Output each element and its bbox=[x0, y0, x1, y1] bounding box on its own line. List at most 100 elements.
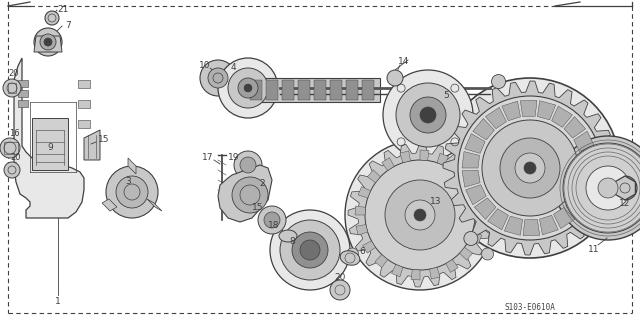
Circle shape bbox=[458, 96, 602, 240]
Polygon shape bbox=[469, 232, 482, 243]
Text: 12: 12 bbox=[620, 199, 630, 209]
Text: 4: 4 bbox=[230, 63, 236, 72]
Polygon shape bbox=[367, 170, 380, 183]
Polygon shape bbox=[552, 106, 572, 127]
Circle shape bbox=[234, 151, 262, 179]
Polygon shape bbox=[474, 215, 485, 224]
Polygon shape bbox=[465, 134, 485, 153]
Polygon shape bbox=[362, 80, 374, 100]
Circle shape bbox=[405, 200, 435, 230]
Polygon shape bbox=[218, 165, 272, 222]
Text: 6: 6 bbox=[359, 248, 365, 256]
Circle shape bbox=[586, 166, 630, 210]
Circle shape bbox=[346, 248, 358, 260]
Circle shape bbox=[232, 177, 268, 213]
Circle shape bbox=[40, 34, 56, 50]
Polygon shape bbox=[566, 196, 588, 218]
Polygon shape bbox=[472, 195, 484, 205]
Polygon shape bbox=[392, 264, 403, 277]
Circle shape bbox=[264, 212, 280, 228]
Circle shape bbox=[385, 180, 455, 250]
Text: 19: 19 bbox=[228, 152, 240, 161]
Text: 7: 7 bbox=[65, 21, 71, 31]
Polygon shape bbox=[564, 117, 586, 138]
Polygon shape bbox=[18, 90, 28, 97]
Polygon shape bbox=[462, 170, 480, 187]
Circle shape bbox=[492, 75, 506, 89]
Polygon shape bbox=[18, 80, 28, 87]
Text: 14: 14 bbox=[398, 57, 410, 66]
Polygon shape bbox=[429, 267, 440, 279]
Polygon shape bbox=[78, 120, 90, 128]
Polygon shape bbox=[363, 241, 376, 253]
Polygon shape bbox=[523, 219, 540, 236]
Polygon shape bbox=[465, 177, 477, 189]
Text: 9: 9 bbox=[47, 144, 53, 152]
Polygon shape bbox=[314, 80, 326, 100]
Text: 5: 5 bbox=[443, 91, 449, 100]
Ellipse shape bbox=[340, 251, 360, 265]
Circle shape bbox=[598, 178, 618, 198]
Polygon shape bbox=[355, 206, 365, 215]
Polygon shape bbox=[382, 158, 394, 170]
Text: 15: 15 bbox=[252, 203, 264, 211]
Text: 11: 11 bbox=[588, 246, 600, 255]
Circle shape bbox=[614, 177, 628, 191]
Circle shape bbox=[524, 162, 536, 174]
Polygon shape bbox=[573, 131, 595, 151]
Circle shape bbox=[258, 206, 286, 234]
Polygon shape bbox=[502, 101, 520, 121]
Polygon shape bbox=[400, 151, 410, 163]
Polygon shape bbox=[282, 80, 294, 100]
Polygon shape bbox=[443, 81, 617, 255]
Polygon shape bbox=[437, 153, 449, 166]
Circle shape bbox=[414, 209, 426, 221]
Polygon shape bbox=[520, 100, 537, 116]
Polygon shape bbox=[240, 78, 380, 102]
Circle shape bbox=[292, 232, 328, 268]
Circle shape bbox=[345, 140, 495, 290]
Polygon shape bbox=[452, 162, 465, 175]
Polygon shape bbox=[84, 130, 100, 160]
Circle shape bbox=[240, 157, 256, 173]
Polygon shape bbox=[614, 176, 636, 200]
Circle shape bbox=[218, 58, 278, 118]
Circle shape bbox=[383, 70, 473, 160]
Circle shape bbox=[396, 83, 460, 147]
Ellipse shape bbox=[279, 230, 297, 242]
Text: 17: 17 bbox=[202, 153, 214, 162]
Polygon shape bbox=[78, 100, 90, 108]
Circle shape bbox=[34, 28, 62, 56]
Circle shape bbox=[500, 138, 560, 198]
Polygon shape bbox=[580, 168, 598, 184]
Polygon shape bbox=[460, 247, 472, 260]
Circle shape bbox=[420, 107, 436, 123]
Text: 21: 21 bbox=[58, 5, 68, 14]
Polygon shape bbox=[580, 149, 598, 166]
Circle shape bbox=[116, 176, 148, 208]
Circle shape bbox=[481, 248, 493, 260]
Polygon shape bbox=[504, 216, 523, 235]
Circle shape bbox=[45, 11, 59, 25]
Polygon shape bbox=[575, 183, 595, 202]
Polygon shape bbox=[78, 80, 90, 88]
Polygon shape bbox=[356, 225, 368, 235]
Polygon shape bbox=[466, 185, 486, 205]
Polygon shape bbox=[250, 80, 262, 100]
Circle shape bbox=[613, 176, 637, 200]
Text: S103-E0610A: S103-E0610A bbox=[504, 303, 556, 313]
Circle shape bbox=[563, 143, 640, 233]
Circle shape bbox=[556, 136, 640, 240]
Circle shape bbox=[482, 120, 578, 216]
Circle shape bbox=[365, 160, 475, 270]
Polygon shape bbox=[348, 143, 492, 287]
Text: 10: 10 bbox=[199, 61, 211, 70]
Text: 2: 2 bbox=[259, 179, 265, 188]
Text: 1: 1 bbox=[55, 298, 61, 307]
Polygon shape bbox=[298, 80, 310, 100]
Polygon shape bbox=[540, 215, 558, 235]
Polygon shape bbox=[128, 158, 136, 174]
Polygon shape bbox=[375, 255, 388, 268]
Polygon shape bbox=[420, 150, 429, 160]
Polygon shape bbox=[411, 270, 420, 280]
